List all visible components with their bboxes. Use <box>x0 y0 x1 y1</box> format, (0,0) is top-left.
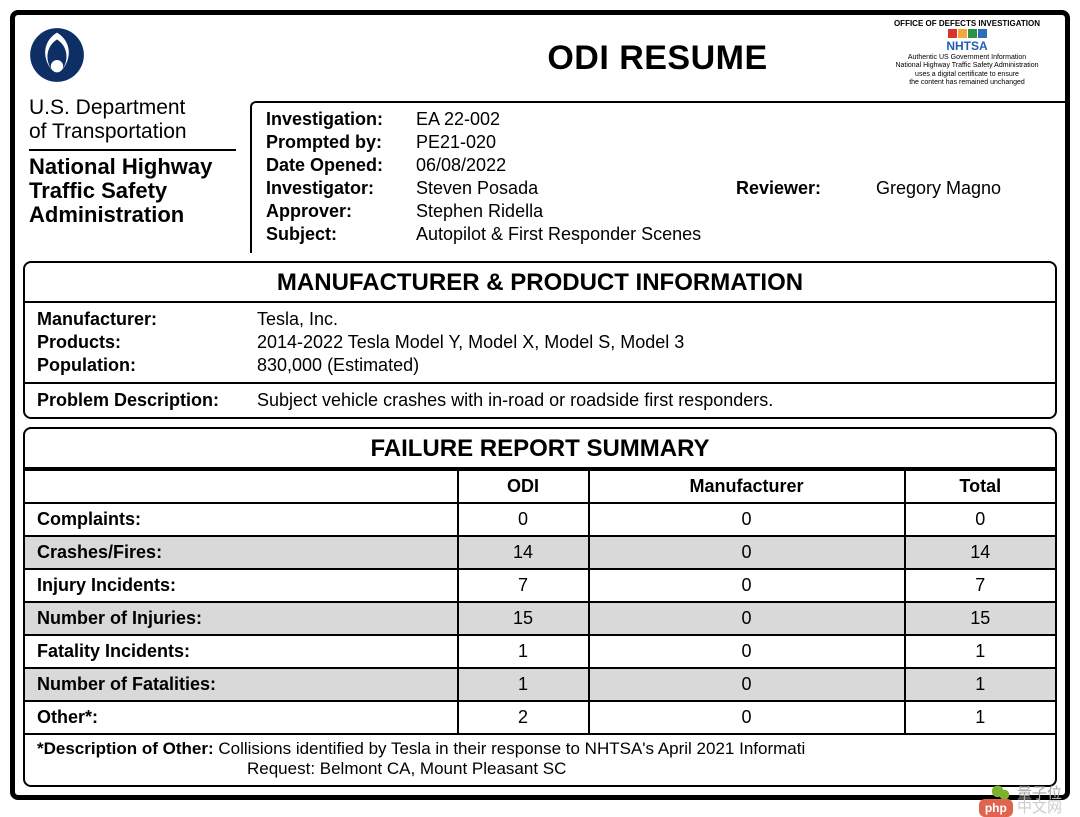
mfr-cell: 0 <box>589 536 905 569</box>
authenticity-box: OFFICE OF DEFECTS INVESTIGATION NHTSA Au… <box>877 19 1057 88</box>
odi-cell: 0 <box>458 503 589 536</box>
products-label: Products: <box>37 332 257 353</box>
manufacturer-title: MANUFACTURER & PRODUCT INFORMATION <box>25 263 1055 303</box>
manufacturer-value: Tesla, Inc. <box>257 309 1043 330</box>
metric-cell: Number of Injuries: <box>25 602 458 635</box>
metric-cell: Number of Fatalities: <box>25 668 458 701</box>
auth-line4: the content has remained unchanged <box>877 79 1057 87</box>
col-blank <box>25 470 458 503</box>
col-odi: ODI <box>458 470 589 503</box>
nhtsa-mini-logo: NHTSA <box>877 39 1057 53</box>
investigation-info-box: Investigation: EA 22-002 Prompted by: PE… <box>250 101 1065 253</box>
col-manufacturer: Manufacturer <box>589 470 905 503</box>
usdot-line2: of Transportation <box>29 120 187 143</box>
total-cell: 7 <box>905 569 1055 602</box>
manufacturer-label: Manufacturer: <box>37 309 257 330</box>
total-cell: 14 <box>905 536 1055 569</box>
metric-cell: Other*: <box>25 701 458 733</box>
nhtsa-color-blocks <box>877 29 1057 38</box>
other-desc-text: Collisions identified by Tesla in their … <box>214 739 806 758</box>
divider <box>29 149 236 151</box>
col-total: Total <box>905 470 1055 503</box>
table-row: Injury Incidents:707 <box>25 569 1055 602</box>
odi-cell: 1 <box>458 635 589 668</box>
mfr-cell: 0 <box>589 569 905 602</box>
reviewer-value: Gregory Magno <box>876 178 1051 199</box>
approver-label: Approver: <box>266 201 416 222</box>
nhtsa-line3: Administration <box>29 202 184 227</box>
table-row: Number of Fatalities:101 <box>25 668 1055 701</box>
approver-value: Stephen Ridella <box>416 201 736 222</box>
manufacturer-section: MANUFACTURER & PRODUCT INFORMATION Manuf… <box>23 261 1057 419</box>
other-desc-label: *Description of Other: <box>37 739 214 758</box>
mfr-cell: 0 <box>589 602 905 635</box>
failure-title: FAILURE REPORT SUMMARY <box>25 429 1055 469</box>
population-value: 830,000 (Estimated) <box>257 355 1043 376</box>
agency-cell: U.S. Department of Transportation Nation… <box>15 15 250 253</box>
opened-label: Date Opened: <box>266 155 416 176</box>
metric-cell: Crashes/Fires: <box>25 536 458 569</box>
odi-cell: 14 <box>458 536 589 569</box>
mfr-cell: 0 <box>589 635 905 668</box>
investigation-value: EA 22-002 <box>416 109 736 130</box>
title-head: ODI RESUME OFFICE OF DEFECTS INVESTIGATI… <box>250 15 1065 101</box>
auth-line2: National Highway Traffic Safety Administ… <box>877 62 1057 70</box>
failure-table: ODI Manufacturer Total Complaints:000Cra… <box>25 469 1055 733</box>
odi-cell: 1 <box>458 668 589 701</box>
other-desc-continued: Request: Belmont CA, Mount Pleasant SC <box>37 759 1043 779</box>
prompted-label: Prompted by: <box>266 132 416 153</box>
php-cn: 中文网 <box>1017 799 1062 816</box>
auth-head: OFFICE OF DEFECTS INVESTIGATION <box>877 19 1057 29</box>
document-title: ODI RESUME <box>547 39 767 78</box>
failure-header-row: ODI Manufacturer Total <box>25 470 1055 503</box>
table-row: Number of Injuries:15015 <box>25 602 1055 635</box>
table-row: Other*:201 <box>25 701 1055 733</box>
subject-label: Subject: <box>266 224 416 245</box>
total-cell: 1 <box>905 668 1055 701</box>
odi-cell: 2 <box>458 701 589 733</box>
table-row: Crashes/Fires:14014 <box>25 536 1055 569</box>
title-cell: ODI RESUME OFFICE OF DEFECTS INVESTIGATI… <box>250 15 1065 253</box>
auth-line1: Authentic US Government Information <box>877 54 1057 62</box>
investigator-value: Steven Posada <box>416 178 736 199</box>
mfr-cell: 0 <box>589 701 905 733</box>
dot-logo-icon <box>29 27 236 88</box>
total-cell: 1 <box>905 635 1055 668</box>
header-row: U.S. Department of Transportation Nation… <box>15 15 1065 253</box>
mfr-cell: 0 <box>589 503 905 536</box>
usdot-line1: U.S. Department <box>29 96 185 119</box>
total-cell: 0 <box>905 503 1055 536</box>
population-label: Population: <box>37 355 257 376</box>
watermark-php: php 中文网 <box>979 796 1062 817</box>
opened-value: 06/08/2022 <box>416 155 736 176</box>
document-frame: U.S. Department of Transportation Nation… <box>10 10 1070 800</box>
total-cell: 15 <box>905 602 1055 635</box>
table-row: Complaints:000 <box>25 503 1055 536</box>
php-badge: php <box>979 799 1013 817</box>
nhtsa-name: National Highway Traffic Safety Administ… <box>29 155 236 226</box>
nhtsa-line2: Traffic Safety <box>29 178 167 203</box>
metric-cell: Injury Incidents: <box>25 569 458 602</box>
metric-cell: Fatality Incidents: <box>25 635 458 668</box>
reviewer-label: Reviewer: <box>736 178 876 199</box>
nhtsa-line1: National Highway <box>29 154 212 179</box>
usdot-label: U.S. Department of Transportation <box>29 96 236 143</box>
failure-section: FAILURE REPORT SUMMARY ODI Manufacturer … <box>23 427 1057 787</box>
odi-cell: 15 <box>458 602 589 635</box>
total-cell: 1 <box>905 701 1055 733</box>
table-row: Fatality Incidents:101 <box>25 635 1055 668</box>
subject-value: Autopilot & First Responder Scenes <box>416 224 1051 245</box>
investigator-label: Investigator: <box>266 178 416 199</box>
products-value: 2014-2022 Tesla Model Y, Model X, Model … <box>257 332 1043 353</box>
other-description: *Description of Other: Collisions identi… <box>25 733 1055 785</box>
odi-cell: 7 <box>458 569 589 602</box>
auth-line3: uses a digital certificate to ensure <box>877 71 1057 79</box>
mfr-cell: 0 <box>589 668 905 701</box>
prompted-value: PE21-020 <box>416 132 736 153</box>
investigation-label: Investigation: <box>266 109 416 130</box>
metric-cell: Complaints: <box>25 503 458 536</box>
problem-label: Problem Description: <box>37 390 257 411</box>
problem-value: Subject vehicle crashes with in-road or … <box>257 390 1043 411</box>
